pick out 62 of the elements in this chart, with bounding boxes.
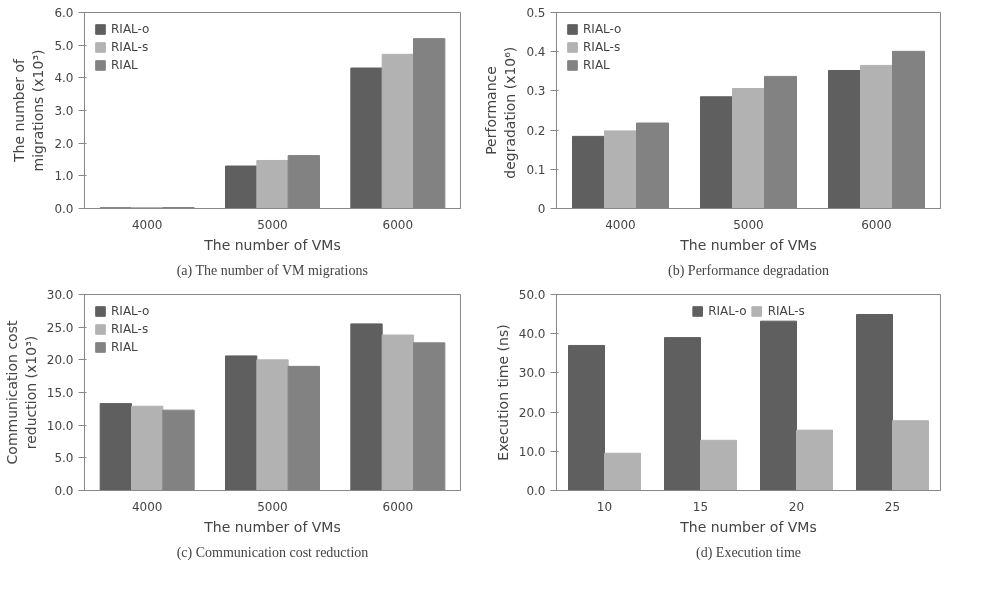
legend-label: RIAL-s xyxy=(767,304,805,318)
y-tick-label: 30.0 xyxy=(518,366,546,381)
y-tick-label: 5.0 xyxy=(54,451,74,466)
legend-label: RIAL-o xyxy=(708,304,747,318)
text: (c) Communication cost reduction xyxy=(176,544,369,561)
y-axis-title: The number of migrations (x10³) xyxy=(11,49,47,172)
y-tick-label: 3.0 xyxy=(54,104,74,118)
x-tick-label: 15 xyxy=(692,499,709,514)
x-tick-label: 6000 xyxy=(382,217,414,232)
x-tick-label: 10 xyxy=(596,499,613,514)
y-tick-label: 10.0 xyxy=(518,444,546,459)
y-tick-label: 0.0 xyxy=(54,484,74,498)
y-tick-label: 20.0 xyxy=(46,353,74,368)
y-tick-label: 30.0 xyxy=(46,288,74,302)
legend-label: RIAL-o xyxy=(583,22,622,36)
y-tick-label: 50.0 xyxy=(518,288,546,302)
y-tick-label: 4.0 xyxy=(54,71,74,86)
x-tick-label: 5000 xyxy=(733,217,764,232)
x-axis-title: The number of VMs xyxy=(679,518,817,535)
legend-label: RIAL xyxy=(111,58,138,72)
legend-label: RIAL-o xyxy=(111,22,150,36)
legend-label: RIAL xyxy=(111,340,138,354)
x-axis-title: The number of VMs xyxy=(679,236,817,253)
y-tick-label: 0 xyxy=(537,202,546,216)
y-tick-label: 20.0 xyxy=(518,405,546,420)
y-tick-label: 0.0 xyxy=(54,202,74,216)
y-tick-label: 1.0 xyxy=(54,169,74,184)
y-tick-label: 25.0 xyxy=(46,320,74,335)
y-tick-label: 0.2 xyxy=(526,123,546,138)
y-axis-title: Performance degradation (x10⁶) xyxy=(483,46,519,179)
legend-label: RIAL-s xyxy=(583,40,621,54)
legend-label: RIAL-o xyxy=(111,304,150,318)
text: (d) Execution time xyxy=(696,544,801,561)
y-tick-label: 0.1 xyxy=(526,162,546,177)
text: (a) The number of VM migrations xyxy=(176,262,368,279)
x-axis-title: The number of VMs xyxy=(203,236,341,253)
x-axis-title: The number of VMs xyxy=(203,518,341,535)
y-tick-label: 0.0 xyxy=(526,484,546,498)
x-tick-label: 5000 xyxy=(257,217,288,232)
x-tick-label: 4000 xyxy=(131,217,163,232)
x-tick-label: 25 xyxy=(884,499,901,514)
y-tick-label: 5.0 xyxy=(54,38,74,53)
y-tick-label: 40.0 xyxy=(518,327,546,342)
y-axis-title: Execution time (ns) xyxy=(494,324,511,461)
y-tick-label: 2.0 xyxy=(54,136,74,151)
x-tick-label: 4000 xyxy=(131,499,163,514)
y-tick-label: 15.0 xyxy=(46,386,74,400)
legend-label: RIAL-s xyxy=(111,40,149,54)
text: (b) Performance degradation xyxy=(668,262,829,279)
legend-label: RIAL-s xyxy=(111,322,149,336)
legend-label: RIAL xyxy=(583,58,610,72)
y-tick-label: 6.0 xyxy=(54,6,74,20)
y-tick-label: 0.3 xyxy=(526,84,546,99)
y-tick-label: 0.4 xyxy=(526,45,546,60)
y-axis-title: Communication cost reduction (x10³) xyxy=(3,320,39,465)
x-tick-label: 5000 xyxy=(257,499,288,514)
y-tick-label: 10.0 xyxy=(46,418,74,433)
x-tick-label: 6000 xyxy=(861,217,892,232)
x-tick-label: 6000 xyxy=(382,499,414,514)
x-tick-label: 20 xyxy=(788,499,805,514)
y-tick-label: 0.5 xyxy=(526,6,546,20)
x-tick-label: 4000 xyxy=(605,217,636,232)
